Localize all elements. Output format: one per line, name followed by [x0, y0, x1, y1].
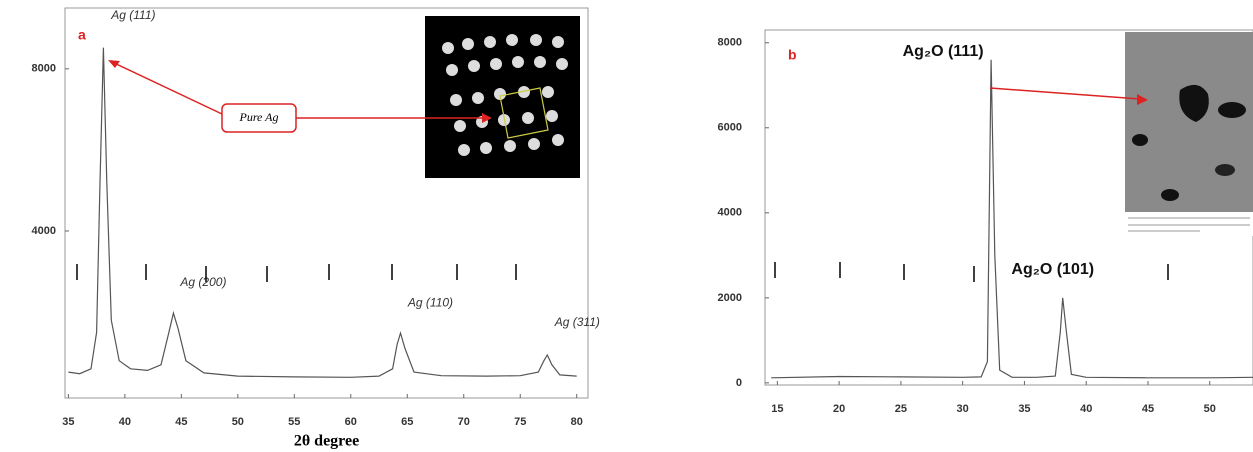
peak-label: Ag₂O (111)	[903, 43, 984, 60]
panel-label: b	[788, 47, 797, 63]
callout-label: Pure Ag	[239, 110, 279, 124]
peak-label: Ag₂O (101)	[1011, 261, 1094, 278]
panel-label: a	[78, 27, 86, 43]
x-tick-label: 60	[345, 416, 357, 428]
inset-sem	[989, 32, 1253, 236]
plot-frame	[64, 7, 589, 399]
peak-label: Ag (200)	[179, 275, 226, 289]
peak-label: Ag (111)	[110, 8, 155, 22]
x-tick-label: 55	[288, 416, 300, 428]
x-tick-label: 20	[833, 403, 845, 415]
decor-marks	[76, 262, 1169, 282]
y-tick-label: 0	[736, 377, 742, 389]
y-tick-label: 4000	[32, 225, 56, 237]
x-tick-label: 30	[957, 403, 969, 415]
y-tick-label: 4000	[718, 207, 742, 219]
x-tick-label: 25	[895, 403, 907, 415]
y-tick-label: 2000	[718, 292, 742, 304]
plot-frame	[764, 29, 1253, 386]
x-tick-label: 50	[232, 416, 244, 428]
x-tick-label: 40	[1080, 403, 1092, 415]
data-line	[771, 59, 1253, 379]
y-tick-label: 8000	[718, 37, 742, 49]
x-tick-label: 50	[1204, 403, 1216, 415]
x-tick-label: 80	[571, 416, 583, 428]
y-tick-label: 8000	[32, 63, 56, 75]
x-tick-label: 45	[1142, 403, 1154, 415]
chart-panel: 35 40 45 50 55 60 65 70 75 80 4000 8000 a 2θ degree Ag…	[32, 7, 600, 450]
x-tick-label: 35	[1018, 403, 1030, 415]
x-tick-label: 35	[62, 416, 74, 428]
peak-label: Ag (311)	[554, 315, 600, 329]
callout: Pure Ag	[108, 60, 492, 133]
peak-label: Ag (110)	[407, 295, 453, 309]
y-tick-label: 6000	[718, 122, 742, 134]
inset-crystal	[425, 16, 580, 178]
x-tick-label: 40	[119, 416, 131, 428]
x-tick-label: 45	[175, 416, 187, 428]
data-line	[68, 47, 577, 378]
x-axis-label: 2θ degree	[294, 433, 359, 450]
x-tick-label: 75	[514, 416, 526, 428]
chart-panel: 15 20 25 30 35 40 45 50 0 2000 4000 6000 8000 b Ag₂O (…	[718, 29, 1253, 415]
x-tick-label: 15	[771, 403, 783, 415]
x-tick-label: 65	[401, 416, 413, 428]
x-tick-label: 70	[458, 416, 470, 428]
